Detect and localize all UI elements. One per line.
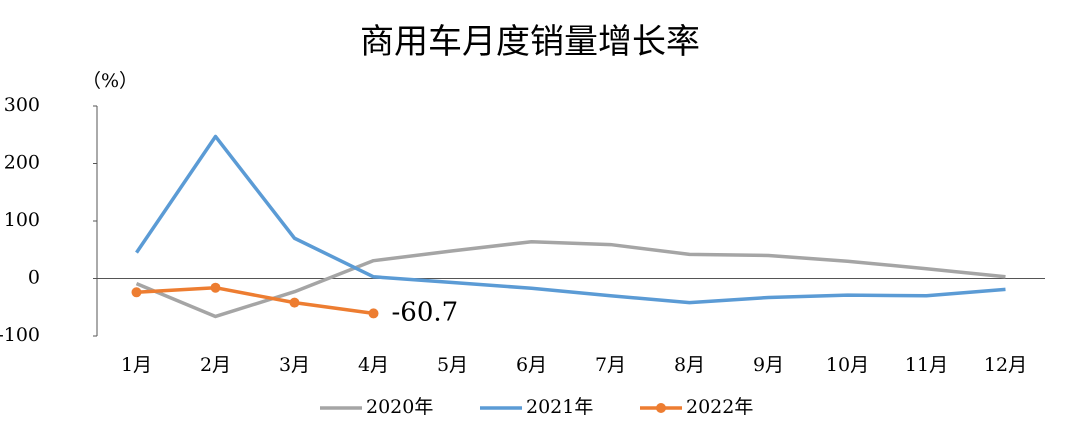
x-tick-label: 6月 bbox=[516, 354, 547, 376]
series-line bbox=[135, 134, 1006, 305]
x-tick-label: 4月 bbox=[358, 354, 389, 376]
y-tick-label: 0 bbox=[28, 267, 40, 289]
y-unit: （%） bbox=[82, 70, 138, 92]
x-tick-label: 9月 bbox=[753, 354, 784, 376]
legend-marker bbox=[656, 403, 666, 413]
data-label: -60.7 bbox=[392, 297, 459, 327]
x-tick-label: 3月 bbox=[279, 354, 310, 376]
x-tick-label: 11月 bbox=[905, 354, 948, 376]
x-tick-label: 8月 bbox=[674, 354, 705, 376]
legend-label: 2020年 bbox=[366, 396, 433, 418]
x-tick-label: 2月 bbox=[200, 354, 231, 376]
legend-label: 2022年 bbox=[686, 396, 753, 418]
series-line bbox=[136, 285, 374, 316]
x-tick-label: 10月 bbox=[826, 354, 869, 376]
x-tick-label: 1月 bbox=[121, 354, 152, 376]
chart-title: 商用车月度销量增长率 bbox=[360, 22, 700, 62]
point bbox=[289, 297, 300, 308]
series-line bbox=[135, 239, 1006, 319]
legend-label: 2021年 bbox=[526, 396, 593, 418]
x-tick-label: 5月 bbox=[437, 354, 468, 376]
y-tick-label: -100 bbox=[0, 324, 40, 346]
y-tick-label: 100 bbox=[4, 209, 40, 231]
x-tick-label: 12月 bbox=[984, 354, 1027, 376]
y-tick-label: 200 bbox=[4, 152, 40, 174]
point bbox=[131, 287, 142, 298]
point bbox=[368, 308, 379, 319]
x-tick-label: 7月 bbox=[595, 354, 626, 376]
y-tick-label: 300 bbox=[4, 94, 40, 116]
point bbox=[210, 282, 221, 293]
